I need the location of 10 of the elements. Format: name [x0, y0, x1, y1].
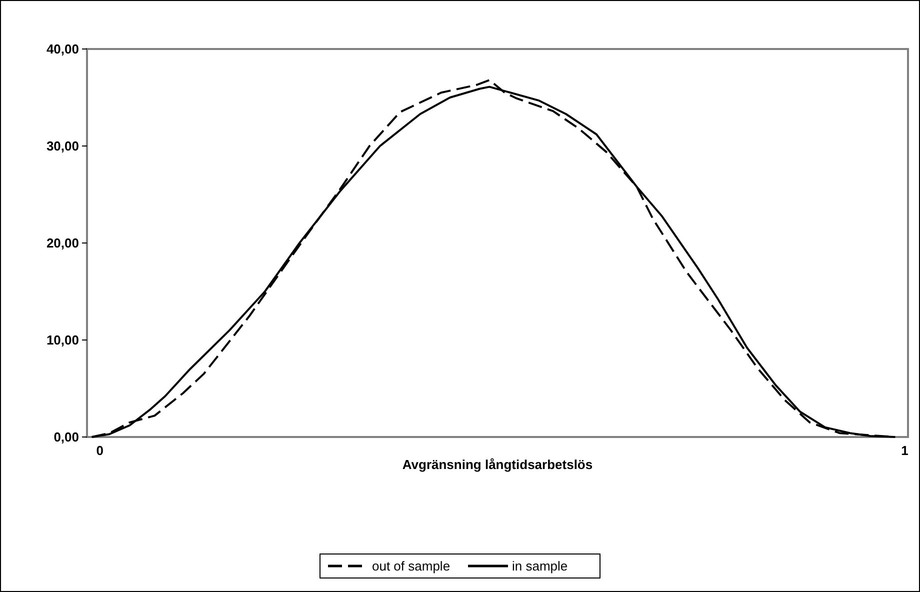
y-tick-label: 10,00 [46, 332, 79, 348]
y-tick-label: 20,00 [46, 236, 79, 251]
legend-label: out of sample [372, 558, 450, 574]
legend-label: in sample [512, 558, 568, 574]
y-tick-label: 30,00 [46, 138, 79, 154]
x-tick-label: 0 [96, 443, 104, 458]
x-axis-title: Avgränsning långtidsarbetslös [402, 457, 593, 472]
y-tick-label: 0,00 [54, 430, 79, 445]
x-tick-label: 1 [901, 443, 908, 458]
y-tick-label: 40,00 [46, 42, 79, 57]
